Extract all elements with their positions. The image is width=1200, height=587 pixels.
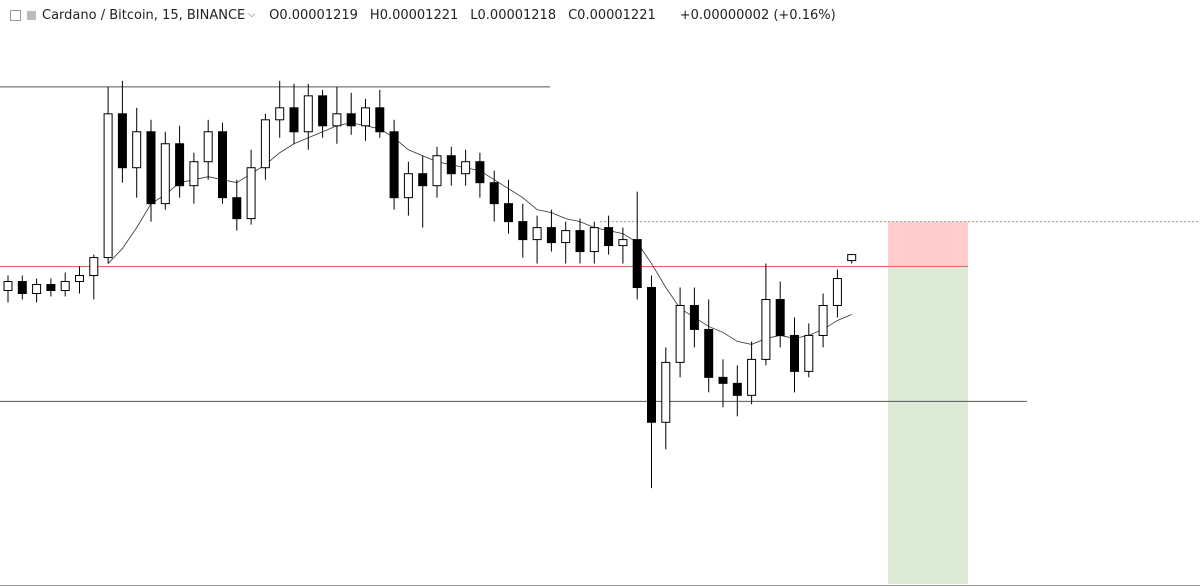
candle-body [60, 281, 70, 292]
ohlc-item: L0.00001218 [470, 8, 556, 23]
stop-zone [888, 221, 968, 267]
symbol[interactable]: Cardano / Bitcoin, 15, BINANCE [42, 7, 246, 23]
candle-body [647, 287, 656, 423]
candle-body [361, 107, 370, 127]
ohlc-value: 0.00001221 [577, 7, 656, 23]
candle-body [32, 284, 42, 295]
candle-body [718, 376, 728, 384]
ohlc-item: C0.00001221 [568, 8, 656, 23]
chart-header: Cardano / Bitcoin, 15, BINANCE ⌵ O0.0000… [0, 5, 836, 25]
candle-body [132, 131, 142, 169]
candle-body [46, 284, 56, 292]
candle-body [432, 155, 442, 187]
symbol-dropdown[interactable]: ⌵ [248, 10, 256, 20]
candle-body [847, 254, 857, 262]
candle-body [332, 113, 342, 127]
candle-body [418, 173, 428, 187]
ohlc-value: 0.00001218 [477, 7, 557, 23]
candle-body [604, 227, 614, 247]
candle-body [389, 131, 399, 199]
candle-body [375, 107, 385, 133]
expand-icon[interactable] [10, 9, 21, 21]
change: +0.00000002 (+0.16%) [679, 7, 836, 23]
candle-body [790, 334, 799, 372]
candle-body [117, 113, 127, 169]
candle-body [832, 278, 842, 306]
candle-body [175, 143, 185, 187]
candle-body [475, 161, 485, 184]
candle-body [75, 275, 84, 283]
candle-body [446, 155, 456, 175]
candle-body [704, 328, 714, 378]
candle-body [675, 304, 685, 363]
candle-body [489, 182, 499, 205]
candle-body [346, 113, 356, 127]
candle-body [160, 143, 170, 205]
candle-body [89, 257, 99, 277]
ohlc-label: O [269, 7, 280, 23]
candle-body [747, 358, 757, 396]
candle-body [504, 203, 513, 223]
candle-body [689, 304, 699, 330]
ohlc-legend: O0.00001219 H0.00001221 L0.00001218 C0.0000… [269, 8, 668, 23]
candle-body [403, 173, 413, 199]
candle-body [189, 161, 199, 187]
candle-body [732, 382, 742, 396]
candle-body [461, 161, 471, 175]
ohlc-item: H0.00001221 [370, 8, 458, 23]
candle-body [546, 227, 556, 244]
candle-body [232, 197, 242, 220]
candle-body [818, 304, 828, 336]
candle-body [561, 230, 571, 244]
ohlc-item: O0.00001219 [269, 8, 358, 23]
candle-body [146, 131, 156, 205]
candle-body [3, 281, 13, 292]
candle-body [575, 230, 585, 253]
candle-body [518, 221, 528, 241]
ohlc-value: 0.00001219 [279, 7, 358, 23]
candle-body [275, 107, 285, 121]
candle-body [303, 95, 313, 133]
candle-body [218, 131, 227, 199]
candle-body [203, 131, 213, 163]
candle-body [775, 298, 785, 336]
candle-body [632, 239, 642, 289]
ohlc-label: H [369, 7, 380, 23]
target-zone [888, 266, 968, 585]
candle-body [532, 227, 542, 241]
symbol-icon [27, 10, 36, 20]
candle-body [17, 281, 27, 295]
ohlc-label: C [568, 7, 578, 23]
candle-body [761, 298, 771, 360]
candle-body [103, 113, 113, 259]
candle-body [246, 167, 256, 220]
candle-body [661, 361, 671, 423]
candle-body [618, 239, 628, 247]
candle-body [589, 227, 599, 253]
candle-body [289, 107, 299, 133]
ohlc-label: L [470, 7, 478, 23]
ohlc-value: 0.00001221 [379, 7, 459, 23]
candle-body [318, 95, 328, 127]
candle-body [260, 119, 270, 169]
candle-body [804, 334, 814, 372]
